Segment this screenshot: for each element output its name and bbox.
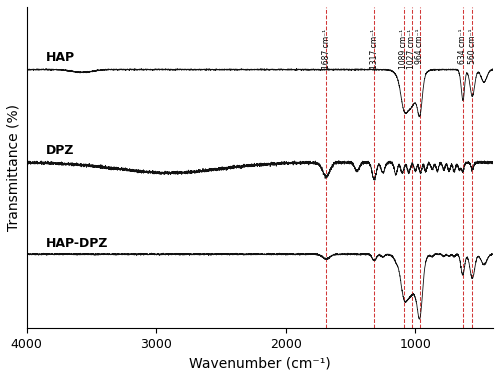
Text: 560 cm⁻¹: 560 cm⁻¹ xyxy=(468,29,477,64)
Y-axis label: Transmittance (%): Transmittance (%) xyxy=(7,104,21,231)
Text: 1687 cm⁻¹: 1687 cm⁻¹ xyxy=(322,29,331,69)
Text: HAP: HAP xyxy=(46,51,75,64)
Text: 634 cm⁻¹: 634 cm⁻¹ xyxy=(458,29,467,64)
Text: 1317 cm⁻¹: 1317 cm⁻¹ xyxy=(370,29,378,69)
Text: 964 cm⁻¹: 964 cm⁻¹ xyxy=(416,29,424,64)
Text: 1027 cm⁻¹: 1027 cm⁻¹ xyxy=(408,29,416,69)
X-axis label: Wavenumber (cm⁻¹): Wavenumber (cm⁻¹) xyxy=(189,356,330,370)
Text: 1089 cm⁻¹: 1089 cm⁻¹ xyxy=(400,29,408,69)
Text: DPZ: DPZ xyxy=(46,144,74,157)
Text: HAP-DPZ: HAP-DPZ xyxy=(46,238,108,250)
